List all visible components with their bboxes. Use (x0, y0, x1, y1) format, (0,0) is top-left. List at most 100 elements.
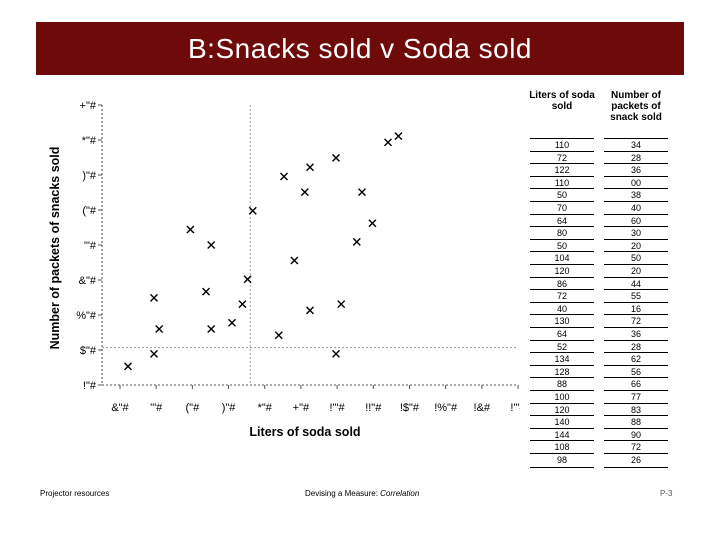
data-point (202, 287, 210, 296)
data-point (332, 349, 340, 358)
data-point (248, 206, 257, 215)
table-cell: 108 (530, 440, 594, 454)
table-cell: 144 (530, 427, 594, 442)
table-cell: 40 (530, 301, 594, 316)
scatter-chart: !"# $"# %"# &"# '"# ("#)"# *"# +"# &"# '"# ("#)"# *… (76, 100, 520, 414)
x-axis-label: Liters of soda sold (249, 425, 361, 439)
table-cell: 72 (530, 289, 594, 303)
table-cell: 77 (604, 390, 668, 404)
table-cell: 28 (604, 339, 668, 354)
table-cell: 130 (530, 314, 594, 328)
data-point (280, 172, 288, 181)
data-point (228, 318, 236, 327)
table-cell: 83 (604, 402, 668, 417)
table-cell: 134 (530, 352, 594, 366)
table-cell: 140 (530, 415, 594, 429)
table-cell: 88 (604, 415, 668, 429)
data-point (306, 163, 314, 172)
table-header-1: Liters of soda sold (529, 90, 595, 112)
data-point (238, 300, 247, 309)
footer-center: Devising a Measure: Correlation (305, 489, 419, 498)
x-tick-label: !'"# (510, 402, 520, 414)
table-cell: 44 (604, 276, 668, 291)
y-axis-label: Number of packets of snacks sold (48, 146, 62, 350)
table-cell: 72 (530, 150, 594, 165)
table-cell: 70 (530, 201, 594, 215)
table-cell: 52 (530, 339, 594, 354)
y-tick-label: &"# (79, 275, 97, 287)
x-tick-label: !'"# (329, 402, 345, 414)
table-cell: 16 (604, 301, 668, 316)
table-cell: 104 (530, 251, 594, 265)
table-cell: 122 (530, 163, 594, 177)
data-point (243, 275, 252, 284)
x-tick-label: !$"# (400, 402, 420, 414)
x-tick-label: '"# (150, 402, 163, 414)
data-point (290, 256, 299, 265)
table-cell: 50 (530, 238, 594, 253)
data-point (155, 325, 164, 333)
table-cell: 20 (604, 264, 668, 278)
table-cell: 66 (604, 377, 668, 391)
y-tick-label: ("# (82, 205, 97, 217)
x-tick-label: +"# (293, 402, 310, 414)
data-point (150, 293, 158, 302)
slide-title-bar: B:Snacks sold v Soda sold (36, 22, 684, 75)
x-tick-label: !!"# (365, 402, 382, 414)
table-cell: 28 (604, 150, 668, 165)
table-cell: 86 (530, 276, 594, 291)
table-cell: 62 (604, 352, 668, 366)
table-cell: 64 (530, 327, 594, 341)
table-header-2: Number of packets of snack sold (610, 90, 662, 123)
y-tick-label: +"# (80, 100, 97, 112)
data-point (207, 241, 216, 249)
table-cell: 50 (530, 188, 594, 202)
footer-center-text: Devising a Measure: (305, 489, 381, 498)
table-cell: 110 (530, 175, 594, 190)
data-point (384, 138, 392, 147)
x-tick-label: )"# (222, 402, 237, 414)
y-tick-label: !"# (83, 380, 97, 392)
table-cell: 26 (604, 453, 668, 468)
table-cell: 36 (604, 327, 668, 341)
table-cell: 88 (530, 377, 594, 391)
x-tick-label: *"# (258, 402, 273, 414)
footer-left: Projector resources (40, 489, 110, 498)
y-tick-label: '"# (84, 240, 97, 252)
table-cell: 72 (604, 440, 668, 454)
data-point (207, 325, 216, 333)
data-point (358, 188, 366, 197)
data-point (274, 331, 283, 340)
data-point (337, 300, 346, 309)
x-tick-label: &"# (111, 402, 129, 414)
data-point (300, 188, 309, 197)
x-tick-label: ("# (186, 402, 201, 414)
table-cell: 98 (530, 453, 594, 468)
data-point (306, 306, 314, 315)
table-cell: 38 (604, 188, 668, 202)
slide-title: B:Snacks sold v Soda sold (187, 32, 532, 64)
table-cell: 30 (604, 226, 668, 240)
footer-center-italic: Correlation (380, 489, 420, 498)
table-cell: 34 (604, 138, 668, 152)
y-tick-label: $"# (80, 345, 97, 357)
table-cell: 00 (604, 175, 668, 190)
data-point (394, 132, 403, 141)
table-cell: 90 (604, 427, 668, 442)
x-tick-label: !%"# (434, 402, 458, 414)
table-cell: 128 (530, 364, 594, 379)
x-tick-label: !&# (474, 402, 491, 414)
table-cell: 55 (604, 289, 668, 303)
table-cell: 120 (530, 264, 594, 278)
table-cell: 64 (530, 213, 594, 228)
data-point (332, 153, 340, 162)
table-cell: 40 (604, 201, 668, 215)
table-cell: 20 (604, 238, 668, 253)
table-cell: 72 (604, 314, 668, 328)
data-point (124, 362, 132, 371)
table-cell: 120 (530, 402, 594, 417)
table-cell: 80 (530, 226, 594, 240)
data-point (150, 349, 158, 358)
data-point (352, 237, 361, 246)
y-tick-label: )"# (82, 170, 97, 182)
